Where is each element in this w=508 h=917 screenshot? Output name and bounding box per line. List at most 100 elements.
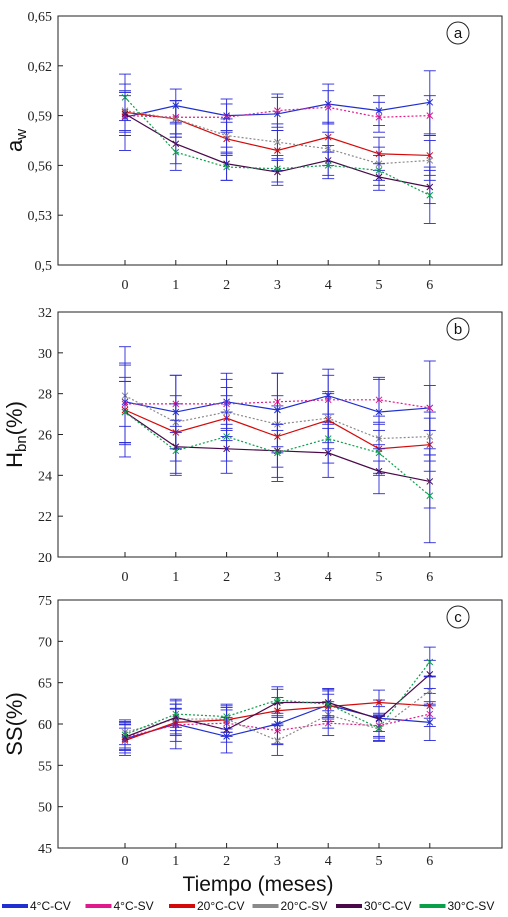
- data-point: [375, 449, 383, 457]
- y-axis-label-main: SS(%): [2, 692, 27, 756]
- y-axis-label: aw: [2, 129, 30, 152]
- data-point: [274, 449, 281, 457]
- data-point: [223, 163, 230, 171]
- data-point: [324, 162, 332, 169]
- y-axis-label: SS(%): [2, 692, 27, 756]
- y-tick-label: 22: [38, 510, 52, 525]
- legend-label: 4°C-SV: [114, 899, 154, 913]
- y-tick-label: 0,5: [35, 259, 53, 274]
- x-tick-label: 3: [274, 570, 281, 585]
- data-point: [172, 115, 180, 123]
- legend-label: 4°C-CV: [30, 899, 71, 913]
- data-point: [121, 731, 129, 739]
- data-point: [426, 404, 434, 412]
- x-tick-label: 1: [172, 570, 179, 585]
- data-point: [172, 710, 180, 718]
- y-tick-label: 0,53: [28, 209, 53, 224]
- y-tick-label: 0,56: [28, 159, 53, 174]
- panel-label-circle: [446, 21, 470, 45]
- data-point: [223, 132, 230, 139]
- x-tick-label: 4: [325, 854, 332, 869]
- x-tick-label: 1: [172, 854, 179, 869]
- data-point: [375, 167, 383, 174]
- y-tick-label: 28: [38, 388, 52, 403]
- panel-b: 20 22 24 26 28 30 32 0 1 2 3 4 5 6 Hbn(%) b: [2, 306, 503, 585]
- y-tick-label: 32: [38, 306, 52, 321]
- series-30°C-SV: [119, 380, 436, 544]
- data-point: [223, 433, 230, 440]
- legend-item: 4°C-SV: [85, 899, 154, 913]
- legend-item: 30°C-SV: [419, 899, 495, 913]
- y-tick-label: 20: [38, 551, 52, 566]
- panel-label: c: [454, 609, 462, 626]
- data-point: [426, 112, 434, 119]
- x-axis-title: Tiempo (meses): [183, 873, 334, 896]
- x-tick-label: 4: [325, 278, 332, 293]
- data-point: [274, 165, 281, 173]
- y-tick-label: 26: [38, 429, 52, 444]
- panel-label-circle: [446, 317, 470, 341]
- data-point: [172, 148, 180, 156]
- data-point: [375, 113, 383, 121]
- data-point: [274, 138, 281, 146]
- legend-item: 30°C-CV: [336, 899, 411, 913]
- data-point: [375, 724, 383, 732]
- legend-label: 20°C-SV: [281, 899, 328, 913]
- y-axis-label-subscript: bn: [13, 435, 30, 452]
- y-tick-label: 70: [38, 635, 52, 650]
- legend-item: 20°C-SV: [252, 899, 328, 913]
- data-point: [426, 687, 434, 695]
- y-tick-label: 30: [38, 347, 52, 362]
- legend-label: 20°C-CV: [197, 899, 244, 913]
- y-axis-label-main: H: [2, 452, 27, 468]
- plot-frame: [57, 15, 503, 266]
- x-tick-label: 0: [122, 278, 129, 293]
- x-tick-label: 6: [426, 854, 433, 869]
- data-point: [274, 696, 281, 704]
- legend: 4°C-CV 4°C-SV 20°C-CV 20°C-SV 30°C-CV 30°C-SV: [2, 899, 494, 913]
- panel-label: a: [454, 25, 463, 42]
- data-point: [223, 726, 230, 734]
- data-point: [121, 93, 129, 101]
- y-axis-label: Hbn(%): [2, 401, 30, 468]
- y-tick-label: 0,59: [28, 110, 53, 125]
- y-tick-label: 0,62: [28, 60, 53, 75]
- y-tick-label: 24: [38, 469, 52, 484]
- legend-label: 30°C-CV: [364, 899, 411, 913]
- y-tick-label: 0,65: [28, 10, 53, 25]
- data-point: [426, 492, 434, 500]
- legend-label: 30°C-SV: [448, 899, 495, 913]
- x-tick-label: 2: [223, 570, 230, 585]
- y-tick-label: 55: [38, 759, 52, 774]
- y-tick-label: 65: [38, 677, 52, 692]
- data-point: [121, 408, 129, 416]
- panel-label: b: [454, 321, 462, 338]
- data-point: [172, 447, 180, 455]
- data-point: [426, 658, 434, 666]
- y-axis-label-subscript: w: [13, 129, 30, 141]
- x-tick-label: 2: [223, 854, 230, 869]
- legend-item: 20°C-CV: [169, 899, 244, 913]
- data-point: [324, 700, 332, 708]
- x-tick-label: 5: [376, 570, 383, 585]
- y-tick-label: 60: [38, 718, 52, 733]
- x-tick-label: 3: [274, 278, 281, 293]
- y-tick-label: 45: [38, 842, 52, 857]
- x-tick-label: 1: [172, 278, 179, 293]
- x-tick-label: 0: [122, 854, 129, 869]
- series-30°C-SV: [119, 73, 436, 224]
- data-point: [324, 103, 332, 111]
- legend-item: 4°C-CV: [2, 899, 71, 913]
- x-tick-label: 4: [325, 570, 332, 585]
- x-tick-label: 0: [122, 570, 129, 585]
- x-tick-label: 5: [376, 854, 383, 869]
- data-point: [274, 107, 281, 114]
- y-tick-label: 75: [38, 594, 52, 609]
- data-point: [375, 699, 383, 706]
- data-point: [426, 191, 434, 199]
- x-tick-label: 2: [223, 278, 230, 293]
- data-point: [426, 157, 434, 164]
